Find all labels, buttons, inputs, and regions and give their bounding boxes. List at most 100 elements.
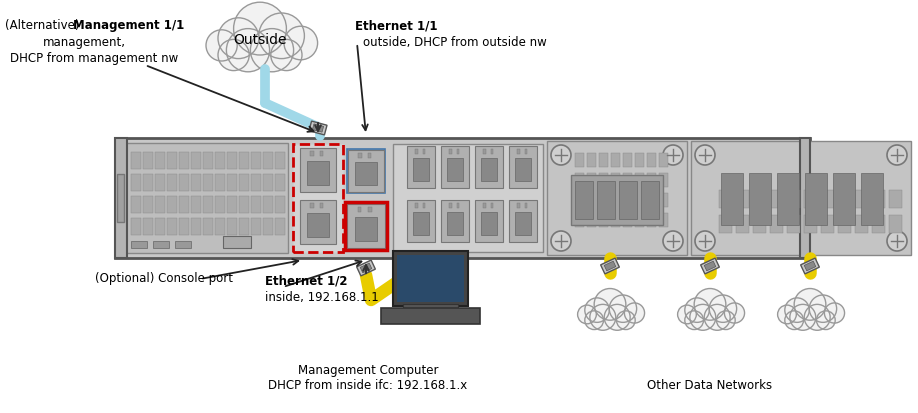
Bar — [143, 218, 153, 235]
Bar — [293, 145, 343, 252]
Bar — [310, 203, 314, 209]
Bar — [575, 182, 593, 219]
Bar — [509, 147, 537, 189]
Bar — [547, 142, 687, 255]
Bar — [575, 214, 584, 228]
Bar — [449, 203, 452, 208]
Bar — [223, 236, 251, 248]
Bar — [345, 202, 387, 250]
Bar — [215, 197, 225, 214]
Bar — [719, 190, 732, 209]
Text: (Alternative): (Alternative) — [5, 19, 84, 32]
Text: Ethernet 1/1: Ethernet 1/1 — [355, 19, 438, 32]
Bar — [320, 151, 323, 157]
Bar — [143, 153, 153, 170]
Bar — [368, 153, 372, 158]
Bar — [587, 173, 596, 188]
Bar — [623, 154, 632, 168]
Bar — [131, 197, 141, 214]
Circle shape — [716, 311, 735, 330]
Circle shape — [218, 40, 249, 71]
Circle shape — [789, 305, 816, 330]
Bar — [481, 159, 498, 182]
Bar — [275, 218, 285, 235]
Circle shape — [251, 29, 294, 73]
Text: Management 1/1: Management 1/1 — [73, 19, 185, 32]
Bar — [191, 218, 201, 235]
Bar — [704, 261, 716, 271]
Circle shape — [794, 289, 826, 320]
Bar — [131, 242, 147, 248]
Circle shape — [663, 146, 683, 166]
Circle shape — [677, 305, 697, 324]
Bar — [587, 154, 596, 168]
Circle shape — [695, 231, 715, 252]
Bar — [770, 190, 783, 209]
Bar — [804, 190, 817, 209]
Bar — [179, 197, 189, 214]
Bar — [491, 203, 493, 208]
Circle shape — [685, 298, 710, 323]
Bar — [611, 214, 620, 228]
Circle shape — [218, 19, 259, 59]
Bar — [358, 207, 362, 212]
Circle shape — [585, 311, 603, 330]
Bar — [415, 203, 418, 208]
Bar — [131, 153, 141, 170]
Bar — [275, 153, 285, 170]
Bar — [355, 163, 376, 186]
Bar — [412, 213, 430, 236]
Bar — [800, 259, 820, 274]
Bar — [600, 259, 620, 274]
Bar — [251, 153, 261, 170]
Bar — [635, 194, 644, 207]
Circle shape — [724, 303, 744, 323]
Bar — [251, 218, 261, 235]
Bar — [623, 194, 632, 207]
Bar — [571, 176, 663, 225]
Bar — [239, 175, 249, 192]
Bar — [215, 175, 225, 192]
Bar — [821, 190, 834, 209]
Circle shape — [610, 295, 637, 323]
Circle shape — [810, 295, 836, 323]
Bar — [517, 149, 520, 154]
Bar — [167, 153, 177, 170]
Bar — [623, 173, 632, 188]
Bar — [721, 173, 743, 225]
Text: Management Computer: Management Computer — [297, 363, 438, 376]
Bar — [525, 203, 527, 208]
Bar — [623, 214, 632, 228]
Circle shape — [778, 305, 796, 324]
Bar — [320, 203, 323, 209]
Bar — [787, 190, 800, 209]
Bar — [309, 122, 327, 135]
Bar — [203, 175, 213, 192]
Bar — [749, 173, 771, 225]
Bar — [251, 175, 261, 192]
Bar — [475, 201, 503, 242]
Bar — [449, 149, 452, 154]
Bar — [354, 217, 377, 242]
Bar — [587, 194, 596, 207]
Circle shape — [585, 298, 610, 323]
Bar — [179, 218, 189, 235]
Circle shape — [663, 231, 683, 252]
Bar — [263, 218, 273, 235]
Bar — [203, 218, 213, 235]
Bar — [239, 197, 249, 214]
Text: inside, 192.168.1.1: inside, 192.168.1.1 — [265, 290, 379, 303]
Bar — [167, 175, 177, 192]
Text: DHCP from management nw: DHCP from management nw — [10, 52, 178, 65]
Bar — [407, 201, 435, 242]
Bar — [407, 147, 435, 189]
Bar — [736, 216, 749, 233]
Bar — [599, 214, 608, 228]
Circle shape — [271, 40, 302, 71]
Circle shape — [704, 305, 730, 330]
Bar — [155, 175, 165, 192]
Bar — [347, 150, 385, 194]
Bar — [143, 197, 153, 214]
Bar — [412, 159, 430, 182]
Bar — [838, 190, 851, 209]
